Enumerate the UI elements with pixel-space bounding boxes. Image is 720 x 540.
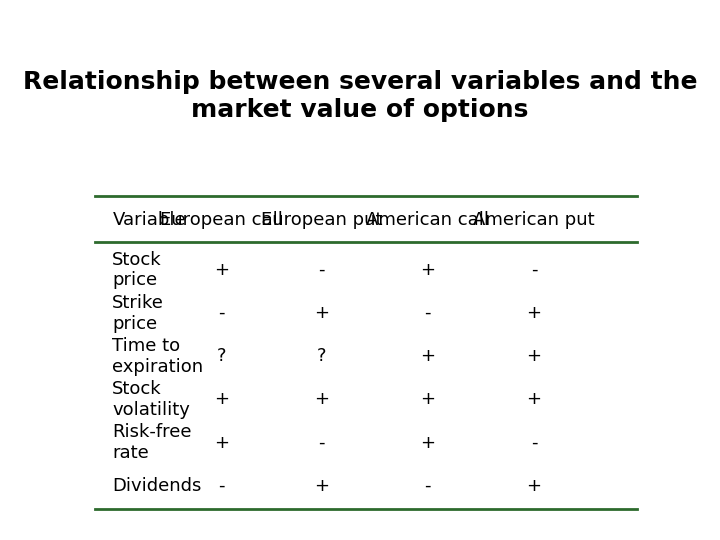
Text: +: + [526, 477, 541, 495]
Text: Dividends: Dividends [112, 477, 202, 495]
Text: Time to
expiration: Time to expiration [112, 337, 204, 376]
Text: +: + [420, 347, 436, 365]
Text: -: - [318, 434, 325, 451]
Text: Strike
price: Strike price [112, 294, 164, 333]
Text: +: + [314, 390, 329, 408]
Text: Variable: Variable [112, 211, 186, 229]
Text: -: - [531, 434, 537, 451]
Text: +: + [526, 390, 541, 408]
Text: ?: ? [217, 347, 226, 365]
Text: Stock
price: Stock price [112, 251, 162, 289]
Text: European call: European call [160, 211, 283, 229]
Text: -: - [318, 261, 325, 279]
Text: -: - [531, 261, 537, 279]
Text: -: - [218, 477, 225, 495]
Text: +: + [214, 261, 229, 279]
Text: Risk-free
rate: Risk-free rate [112, 423, 192, 462]
Text: +: + [214, 390, 229, 408]
Text: +: + [314, 304, 329, 322]
Text: Relationship between several variables and the
market value of options: Relationship between several variables a… [23, 70, 697, 122]
Text: +: + [214, 434, 229, 451]
Text: American call: American call [366, 211, 490, 229]
Text: +: + [420, 390, 436, 408]
Text: +: + [526, 347, 541, 365]
Text: +: + [314, 477, 329, 495]
Text: -: - [425, 477, 431, 495]
Text: +: + [526, 304, 541, 322]
Text: -: - [218, 304, 225, 322]
Text: European put: European put [261, 211, 382, 229]
Text: Stock
volatility: Stock volatility [112, 380, 190, 419]
Text: ?: ? [317, 347, 326, 365]
Text: +: + [420, 261, 436, 279]
Text: +: + [420, 434, 436, 451]
Text: American put: American put [473, 211, 595, 229]
Text: -: - [425, 304, 431, 322]
